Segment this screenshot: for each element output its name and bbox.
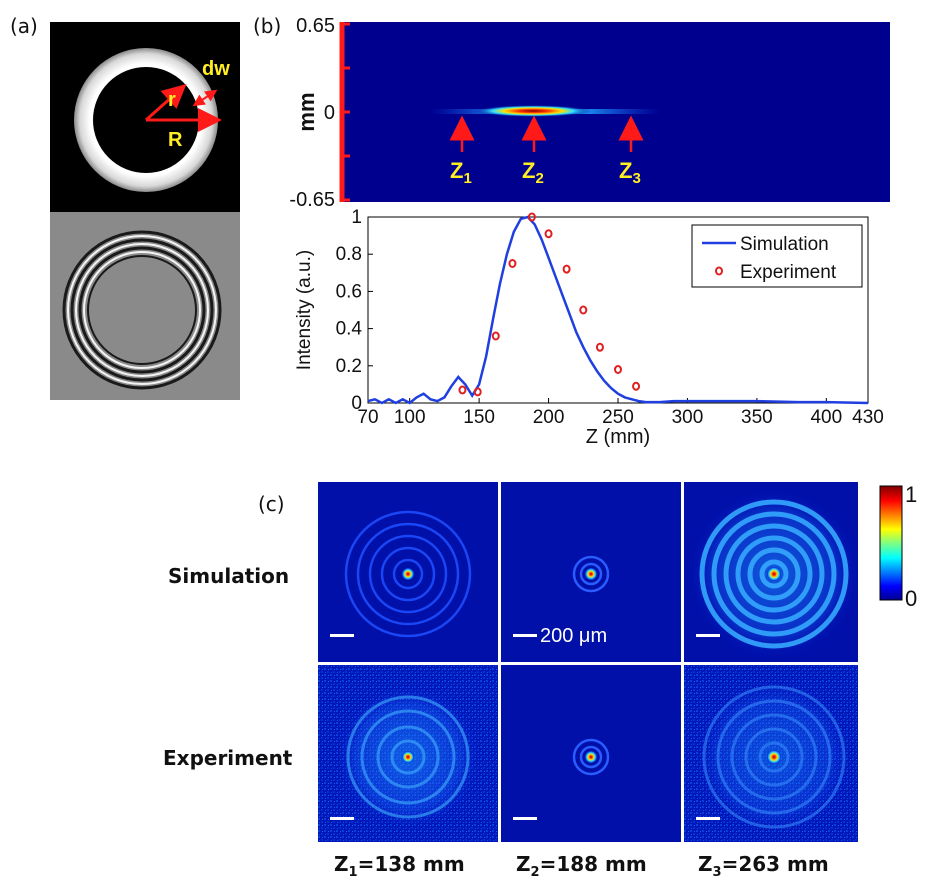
scalebar-label: 200 μm bbox=[540, 625, 607, 647]
experiment-point bbox=[562, 264, 571, 274]
x-tick-label: 430 bbox=[852, 407, 884, 428]
scalebar-sim-z1 bbox=[330, 634, 354, 637]
z2-marker-label: Z2 bbox=[522, 158, 544, 187]
z1-marker-label: Z1 bbox=[450, 158, 472, 187]
y-tick-label: 0.4 bbox=[336, 319, 363, 340]
row-label-experiment: Experiment bbox=[163, 746, 293, 770]
x-tick-label: 300 bbox=[672, 407, 704, 428]
label-R: R bbox=[168, 129, 183, 151]
map-focus-spot bbox=[475, 105, 591, 117]
map-ytick-mid: 0 bbox=[324, 102, 335, 124]
caption-z3: Z3=263 mm bbox=[698, 852, 829, 880]
image-exp-z2 bbox=[501, 665, 681, 842]
x-tick-label: 350 bbox=[741, 407, 773, 428]
image-sim-z2: 200 μm bbox=[501, 482, 681, 662]
image-sim-z1 bbox=[318, 482, 498, 662]
caption-z1: Z1=138 mm bbox=[334, 852, 465, 880]
chart-legend: Simulation Experiment bbox=[691, 224, 863, 288]
experiment-point bbox=[544, 229, 553, 239]
map-ytick-top: 0.65 bbox=[296, 15, 335, 37]
colorbar: 1 0 bbox=[879, 482, 917, 610]
x-tick-label: 200 bbox=[533, 407, 565, 428]
colorbar-max-label: 1 bbox=[905, 482, 917, 507]
experiment-point bbox=[632, 381, 641, 391]
chart-ylabel: Intensity (a.u.) bbox=[294, 250, 315, 370]
x-tick-label: 150 bbox=[463, 407, 495, 428]
scalebar-exp-z3 bbox=[696, 817, 720, 820]
label-r: r bbox=[168, 89, 176, 111]
experiment-point bbox=[508, 259, 517, 268]
panel-c-image-grid: 200 μm bbox=[318, 482, 858, 842]
image-sim-z3 bbox=[684, 482, 858, 662]
experiment-point bbox=[473, 387, 482, 397]
label-dw: dw bbox=[202, 58, 230, 80]
x-tick-label: 250 bbox=[602, 407, 634, 428]
scalebar-sim-z3 bbox=[696, 634, 720, 637]
y-tick-label: 0.8 bbox=[336, 244, 362, 265]
legend-simulation-label: Simulation bbox=[740, 234, 829, 255]
r-arrow bbox=[145, 84, 187, 122]
x-tick-label: 400 bbox=[810, 407, 842, 428]
y-tick-label: 0.2 bbox=[336, 356, 362, 377]
panel-label-b: (b) bbox=[253, 14, 282, 38]
series-simulation-line bbox=[367, 215, 869, 405]
experiment-point bbox=[527, 212, 536, 222]
x-tick-label: 100 bbox=[394, 407, 426, 428]
panel-b-propagation-map: 0.65 0 -0.65 mm Z1 Z2 Z3 bbox=[290, 15, 890, 210]
image-exp-z1 bbox=[318, 665, 498, 842]
legend-experiment-label: Experiment bbox=[740, 262, 837, 283]
dw-arrow bbox=[192, 89, 218, 107]
panel-label-c: (c) bbox=[258, 492, 285, 516]
y-tick-label: 0.6 bbox=[336, 281, 362, 302]
panel-label-a: (a) bbox=[10, 14, 38, 38]
colorbar-min-label: 0 bbox=[905, 586, 917, 610]
z3-marker-label: Z3 bbox=[619, 158, 641, 187]
experiment-point bbox=[614, 365, 622, 375]
map-ytick-bottom: -0.65 bbox=[290, 189, 335, 210]
colorbar-gradient bbox=[879, 485, 903, 601]
map-ylabel: mm bbox=[294, 92, 319, 131]
chart-xlabel: Z (mm) bbox=[586, 426, 650, 448]
scalebar-exp-z1 bbox=[330, 817, 354, 820]
phase-rings bbox=[62, 230, 222, 390]
scalebar-exp-z2 bbox=[513, 817, 537, 820]
panel-a-mask-figure: r R dw bbox=[50, 22, 240, 400]
legend-experiment-swatch bbox=[715, 266, 723, 276]
experiment-point bbox=[595, 342, 604, 352]
intensity-chart: 70 100 150 200 250 300 350 400 430 0 0.2 0.4 0.6 0.8 1… bbox=[294, 207, 884, 448]
row-label-simulation: Simulation bbox=[168, 564, 290, 588]
image-exp-z3 bbox=[684, 665, 858, 842]
caption-z2: Z2=188 mm bbox=[516, 852, 647, 880]
experiment-point bbox=[458, 385, 467, 395]
experiment-point bbox=[491, 331, 500, 341]
y-tick-label: 0 bbox=[351, 393, 362, 414]
y-tick-label: 1 bbox=[351, 207, 362, 228]
x-tick-label: 70 bbox=[357, 407, 378, 428]
experiment-point bbox=[579, 305, 588, 315]
scalebar-sim-z2 bbox=[513, 634, 537, 637]
